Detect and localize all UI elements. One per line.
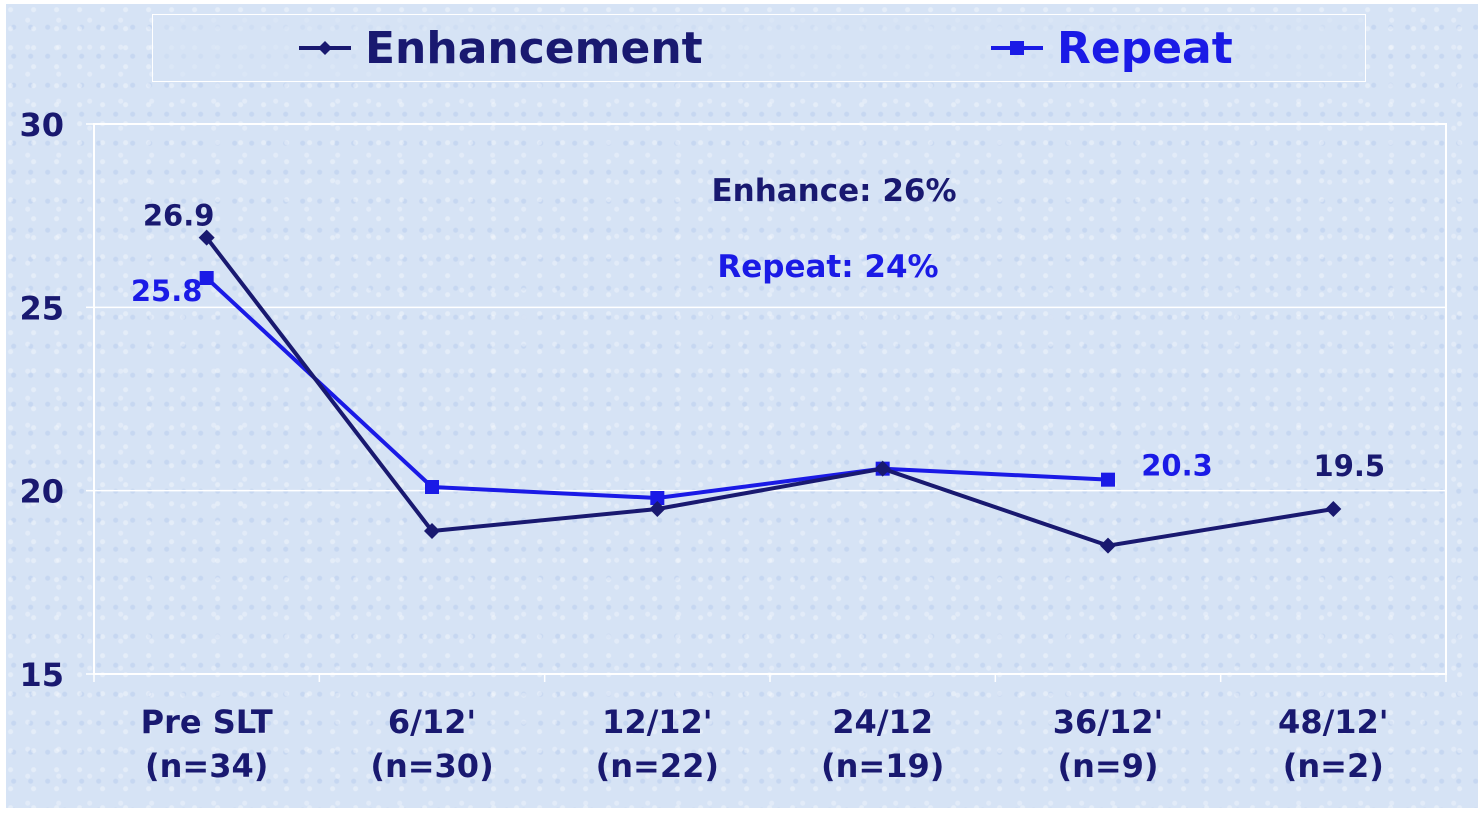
data-point-enhancement	[874, 460, 891, 477]
data-label-enhancement: 26.9	[143, 199, 215, 233]
y-tick-label: 15	[19, 656, 64, 694]
x-tick-label-line: (n=9)	[1057, 747, 1158, 785]
x-tick-label-line: (n=22)	[596, 747, 719, 785]
annotation-repeat: Repeat: 24%	[717, 249, 938, 285]
y-tick-label: 25	[19, 289, 64, 327]
x-tick-label: Pre SLT (n=34)	[141, 703, 273, 785]
x-tick-label: 36/12' (n=9)	[1053, 703, 1164, 785]
legend-label-repeat: Repeat	[1057, 22, 1233, 74]
x-tick-label: 6/12' (n=30)	[370, 703, 493, 785]
data-point-repeat	[650, 491, 665, 505]
data-point-enhancement	[198, 229, 215, 246]
annotation-enhance: Enhance: 26%	[711, 173, 956, 209]
legend-marker-repeat	[991, 41, 1043, 55]
x-tick-label-line: 24/12	[832, 703, 933, 741]
legend-item-enhancement: Enhancement	[297, 17, 703, 79]
data-point-enhancement	[1325, 501, 1342, 517]
series-line-enhancement	[205, 236, 1334, 548]
x-tick-label-line: (n=2)	[1283, 747, 1384, 785]
data-point-enhancement	[424, 523, 440, 539]
legend-marker-enhancement	[299, 41, 351, 55]
data-point-repeat	[199, 271, 214, 285]
data-point-repeat	[425, 480, 439, 494]
x-tick-label: 48/12' (n=2)	[1278, 703, 1389, 785]
legend: Enhancement Repeat	[152, 14, 1366, 82]
legend-label-enhancement: Enhancement	[365, 22, 703, 74]
x-tick-label-line: Pre SLT	[141, 703, 273, 741]
data-label-repeat: 25.8	[131, 274, 203, 308]
data-point-enhancement	[1100, 537, 1116, 554]
x-tick-label-line: (n=34)	[145, 747, 268, 785]
y-tick-label: 20	[19, 473, 64, 511]
x-tick-label-line: (n=30)	[370, 747, 493, 785]
data-label-enhancement: 19.5	[1314, 449, 1386, 483]
x-tick-label-line: 48/12'	[1278, 703, 1389, 741]
x-tick-label: 24/12 (n=19)	[821, 703, 944, 785]
x-tick-label-line: 36/12'	[1053, 703, 1164, 741]
x-tick-label-line: 6/12'	[388, 703, 476, 741]
x-tick-label: 12/12' (n=22)	[596, 703, 719, 785]
x-tick-label-line: (n=19)	[821, 747, 944, 785]
data-point-repeat	[1101, 472, 1115, 487]
series-line-repeat	[205, 276, 1109, 500]
data-label-repeat: 20.3	[1141, 449, 1213, 483]
data-point-enhancement	[649, 501, 666, 517]
x-tick-label-line: 12/12'	[602, 703, 713, 741]
legend-item-repeat: Repeat	[989, 17, 1233, 79]
y-tick-label: 30	[19, 106, 64, 144]
